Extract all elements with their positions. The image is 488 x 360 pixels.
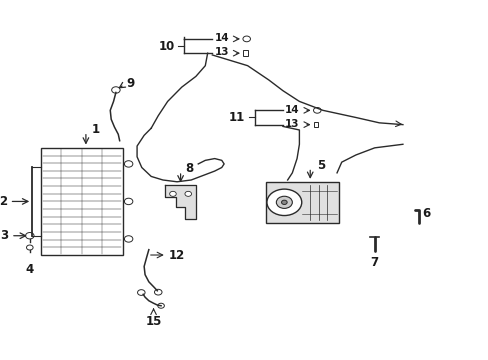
Text: 6: 6 [422,207,430,220]
Text: 14: 14 [285,105,299,114]
Text: 11: 11 [228,111,244,124]
Circle shape [169,192,176,196]
Text: 8: 8 [185,162,193,175]
Bar [266,182,339,223]
Bar [41,148,122,255]
Circle shape [276,196,292,208]
Text: 14: 14 [214,33,229,43]
Bar [243,50,247,56]
Text: 4: 4 [25,263,34,276]
Text: 13: 13 [214,48,229,58]
Text: 7: 7 [370,256,378,269]
Bar [313,122,318,127]
Text: 12: 12 [168,248,184,261]
Text: 5: 5 [317,159,325,172]
Text: 13: 13 [285,119,299,129]
Circle shape [281,200,286,204]
Text: 10: 10 [158,40,174,53]
Text: 2: 2 [0,195,8,208]
Text: 3: 3 [0,229,9,242]
Polygon shape [165,185,196,219]
Text: 9: 9 [126,77,134,90]
Circle shape [266,189,301,216]
Text: 1: 1 [91,123,100,136]
Circle shape [184,192,191,196]
Text: 15: 15 [145,315,162,328]
